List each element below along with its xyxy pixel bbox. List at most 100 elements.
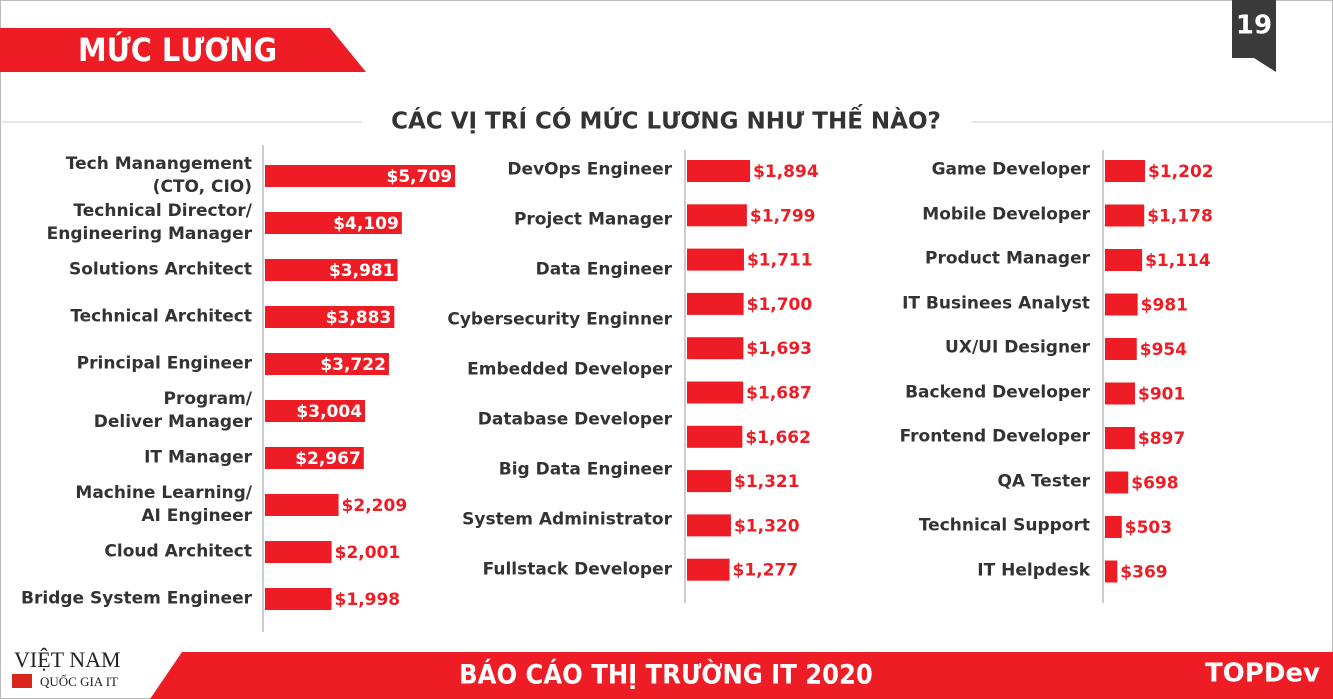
- category-label: IT Helpdesk: [977, 560, 1090, 580]
- value-label: $1,711: [747, 251, 813, 271]
- value-label: $1,320: [734, 516, 800, 536]
- header-band: [0, 28, 366, 72]
- bar: [687, 292, 744, 315]
- bar: [1105, 293, 1138, 316]
- category-label: Fullstack Developer: [482, 559, 672, 580]
- bar: [687, 160, 751, 182]
- value-label: $3,004: [296, 402, 362, 422]
- value-label: $1,202: [1148, 162, 1214, 182]
- category-label: Bridge System Engineer: [21, 588, 252, 609]
- bar: [1105, 160, 1146, 182]
- category-label: Mobile Developer: [922, 204, 1090, 224]
- value-label: $503: [1125, 518, 1172, 538]
- category-label: Embedded Developer: [467, 359, 672, 380]
- value-label: $1,662: [745, 428, 811, 448]
- category-label: Cloud Architect: [104, 541, 252, 562]
- value-label: $4,109: [333, 214, 399, 234]
- bar: [265, 353, 389, 375]
- value-label: $3,722: [320, 355, 386, 375]
- value-label: $3,883: [326, 308, 392, 328]
- category-label: Tech Manangement (CTO, CIO): [65, 154, 252, 197]
- bar: [1105, 382, 1136, 405]
- category-label: Product Manager: [925, 248, 1090, 269]
- value-label: $1,693: [746, 339, 812, 359]
- value-label: $2,001: [335, 543, 401, 563]
- bar: [265, 306, 395, 328]
- page-number: 19: [1236, 11, 1272, 41]
- bar: [687, 514, 731, 537]
- category-label: Backend Developer: [905, 382, 1090, 402]
- bar: [687, 248, 744, 271]
- bar: [687, 204, 747, 227]
- value-label: $897: [1138, 429, 1185, 449]
- bar: [1105, 560, 1118, 583]
- value-label: $901: [1138, 385, 1185, 405]
- value-label: $1,799: [750, 206, 816, 226]
- category-label: Data Engineer: [535, 259, 672, 280]
- value-label: $1,998: [335, 590, 401, 610]
- category-label: Frontend Developer: [899, 426, 1090, 447]
- category-label: Technical Director/ Engineering Manager: [46, 201, 252, 244]
- brand: TOPDev: [1205, 659, 1320, 689]
- value-label: $1,321: [734, 472, 800, 492]
- value-label: $2,209: [342, 496, 408, 516]
- category-label: Big Data Engineer: [498, 459, 672, 480]
- value-label: $5,709: [387, 167, 453, 187]
- category-label: System Administrator: [462, 509, 672, 530]
- value-label: $698: [1131, 474, 1178, 494]
- value-label: $981: [1141, 296, 1188, 316]
- category-label: UX/UI Designer: [945, 337, 1090, 358]
- page-tab: [1232, 0, 1276, 72]
- category-label: Technical Support: [918, 515, 1090, 536]
- value-label: $3,981: [329, 261, 395, 281]
- bar: [687, 470, 731, 493]
- bar: [687, 558, 730, 581]
- bar: [687, 425, 743, 448]
- bar: [1105, 338, 1137, 360]
- bar: [265, 447, 364, 469]
- value-label: $2,967: [295, 449, 361, 469]
- value-label: $369: [1120, 563, 1167, 583]
- category-label: Machine Learning/ AI Engineer: [75, 483, 252, 526]
- logo-bottom: QUỐC GIA IT: [40, 674, 118, 689]
- bar: [265, 541, 332, 563]
- category-label: DevOps Engineer: [507, 159, 672, 180]
- subtitle: CÁC VỊ TRÍ CÓ MỨC LƯƠNG NHƯ THẾ NÀO?: [391, 104, 941, 135]
- value-label: $1,277: [733, 561, 799, 581]
- bar: [265, 165, 456, 187]
- bar: [265, 400, 366, 422]
- bar: [1105, 249, 1143, 271]
- footer-band: [150, 652, 1333, 699]
- flag: [12, 674, 32, 688]
- bar: [1105, 471, 1129, 494]
- value-label: $1,894: [753, 162, 819, 182]
- category-label: Technical Architect: [70, 306, 252, 327]
- logo-top: VIỆT NAM: [14, 647, 121, 672]
- category-label: IT Businees Analyst: [902, 293, 1090, 313]
- bar: [1105, 204, 1145, 227]
- bar: [265, 494, 339, 516]
- bar: [687, 337, 744, 360]
- category-label: Program/ Deliver Manager: [93, 389, 252, 432]
- bar: [265, 212, 402, 234]
- value-label: $1,178: [1147, 207, 1213, 227]
- header-title: MỨC LƯƠNG: [78, 30, 277, 69]
- bar: [1105, 427, 1135, 449]
- bar: [687, 381, 744, 404]
- value-label: $1,700: [747, 295, 813, 315]
- category-label: Project Manager: [513, 209, 672, 230]
- category-label: Database Developer: [477, 409, 672, 430]
- category-label: Solutions Architect: [68, 259, 252, 280]
- footer-title: BÁO CÁO THỊ TRƯỜNG IT 2020: [459, 659, 873, 691]
- value-label: $954: [1140, 340, 1187, 360]
- bar: [265, 588, 332, 610]
- bar: [1105, 516, 1122, 538]
- category-label: QA Tester: [997, 471, 1090, 491]
- category-label: IT Manager: [144, 447, 252, 468]
- category-label: Game Developer: [931, 159, 1090, 180]
- bar: [265, 259, 398, 281]
- category-label: Cybersecurity Enginner: [447, 309, 672, 330]
- value-label: $1,687: [746, 384, 812, 404]
